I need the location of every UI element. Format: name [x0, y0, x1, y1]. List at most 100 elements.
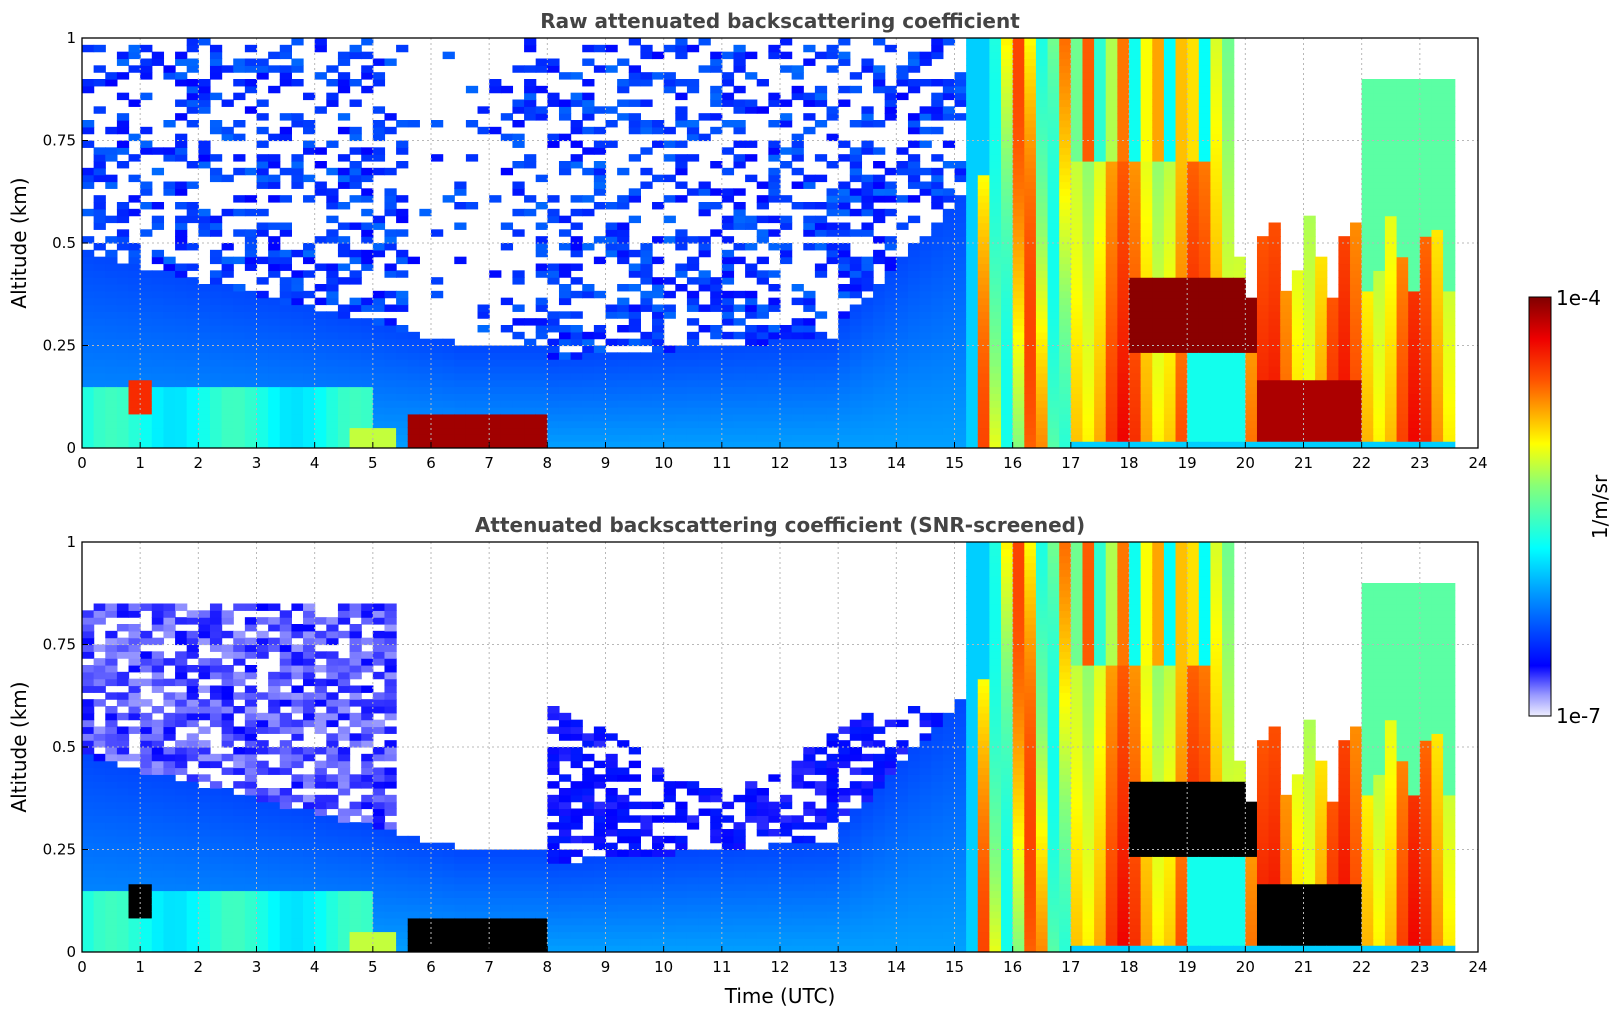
heatmap-cell	[1047, 195, 1060, 203]
heatmap-cell	[268, 400, 281, 408]
heatmap-cell	[1303, 229, 1316, 237]
heatmap-cell	[1035, 72, 1049, 80]
heatmap-cell	[1001, 386, 1014, 394]
heatmap-cell	[838, 427, 851, 435]
heatmap-cell	[1035, 133, 1049, 142]
heatmap-cell	[175, 434, 188, 442]
heatmap-cell	[1140, 434, 1153, 442]
heatmap-cell	[82, 665, 95, 673]
heatmap-cell	[721, 413, 735, 422]
heatmap-cell	[1291, 434, 1305, 442]
heatmap-cell	[640, 147, 653, 155]
heatmap-cell	[396, 359, 409, 367]
heatmap-cell	[82, 637, 95, 646]
heatmap-cell	[989, 400, 1002, 408]
heatmap-cell	[640, 427, 653, 435]
heatmap-cell	[151, 284, 165, 292]
heatmap-cell	[314, 106, 327, 114]
heatmap-cell	[1303, 366, 1316, 374]
heatmap-cell	[1129, 413, 1142, 422]
heatmap-cell	[1198, 44, 1212, 53]
heatmap-cell	[349, 126, 362, 135]
heatmap-cell	[1280, 311, 1293, 319]
heatmap-cell	[1059, 167, 1072, 176]
heatmap-cell	[1163, 345, 1177, 353]
heatmap-cell	[442, 359, 455, 367]
heatmap-cell	[1070, 413, 1084, 422]
heatmap-cell	[93, 671, 106, 680]
heatmap-cell	[1198, 167, 1212, 176]
heatmap-cell	[989, 174, 1002, 183]
heatmap-cell	[931, 249, 944, 258]
heatmap-cell	[1163, 120, 1177, 128]
heatmap-cell	[1047, 325, 1060, 333]
heatmap-cell	[1443, 434, 1456, 442]
heatmap-cell	[1001, 249, 1014, 258]
heatmap-cell	[477, 379, 490, 388]
heatmap-cell	[1129, 113, 1142, 121]
heatmap-cell	[1210, 222, 1223, 230]
heatmap-cell	[605, 393, 618, 401]
heatmap-cell	[605, 413, 618, 422]
heatmap-cell	[128, 400, 141, 408]
heatmap-cell	[1361, 243, 1374, 251]
heatmap-cell	[989, 72, 1002, 80]
heatmap-cell	[1082, 297, 1095, 306]
heatmap-cell	[140, 304, 153, 312]
heatmap-cell	[1408, 393, 1421, 401]
heatmap-cell	[209, 386, 223, 394]
heatmap-cell	[1024, 256, 1037, 265]
heatmap-cell	[256, 331, 269, 340]
heatmap-cell	[593, 420, 607, 429]
heatmap-cell	[1419, 99, 1433, 107]
heatmap-cell	[209, 393, 223, 401]
heatmap-cell	[82, 917, 95, 926]
heatmap-cell	[1268, 372, 1281, 381]
heatmap-cell	[105, 794, 118, 803]
heatmap-cell	[361, 65, 374, 73]
heatmap-cell	[116, 126, 130, 135]
heatmap-cell	[1024, 44, 1037, 53]
heatmap-cell	[942, 263, 956, 271]
heatmap-cell	[175, 263, 188, 271]
heatmap-cell	[1419, 400, 1433, 408]
heatmap-cell	[1094, 290, 1107, 299]
heatmap-cell	[1198, 420, 1212, 429]
heatmap-cell	[780, 420, 793, 429]
x-tick-label: 3	[252, 454, 262, 472]
heatmap-cell	[1350, 393, 1363, 401]
heatmap-cell	[849, 427, 863, 435]
heatmap-cell	[1408, 92, 1421, 101]
heatmap-cell	[93, 603, 106, 611]
heatmap-cell	[954, 79, 967, 87]
heatmap-cell	[1315, 366, 1328, 374]
heatmap-cell	[116, 290, 130, 299]
heatmap-cell	[791, 85, 804, 94]
heatmap-cell	[954, 215, 967, 224]
heatmap-cell	[82, 420, 95, 429]
heatmap-cell	[93, 379, 106, 388]
heatmap-cell	[361, 393, 374, 401]
heatmap-cell	[105, 372, 118, 381]
heatmap-cell	[1222, 236, 1235, 244]
heatmap-cell	[942, 407, 956, 415]
heatmap-cell	[966, 120, 979, 128]
heatmap-cell	[803, 215, 816, 224]
heatmap-cell	[1443, 311, 1456, 319]
heatmap-cell	[524, 386, 537, 394]
heatmap-cell	[1384, 359, 1398, 367]
heatmap-cell	[1140, 38, 1153, 46]
heatmap-cell	[547, 386, 560, 394]
heatmap-cell	[1384, 372, 1398, 381]
heatmap-cell	[1187, 400, 1200, 408]
heatmap-cell	[675, 393, 688, 401]
heatmap-cell	[1419, 352, 1433, 360]
heatmap-cell	[698, 359, 711, 367]
heatmap-cell	[93, 195, 106, 203]
heatmap-cell	[291, 120, 304, 128]
heatmap-cell	[756, 345, 769, 353]
heatmap-cell	[116, 366, 130, 374]
heatmap-cell	[1408, 420, 1421, 429]
heatmap-cell	[1268, 249, 1281, 258]
heatmap-cell	[791, 140, 804, 148]
